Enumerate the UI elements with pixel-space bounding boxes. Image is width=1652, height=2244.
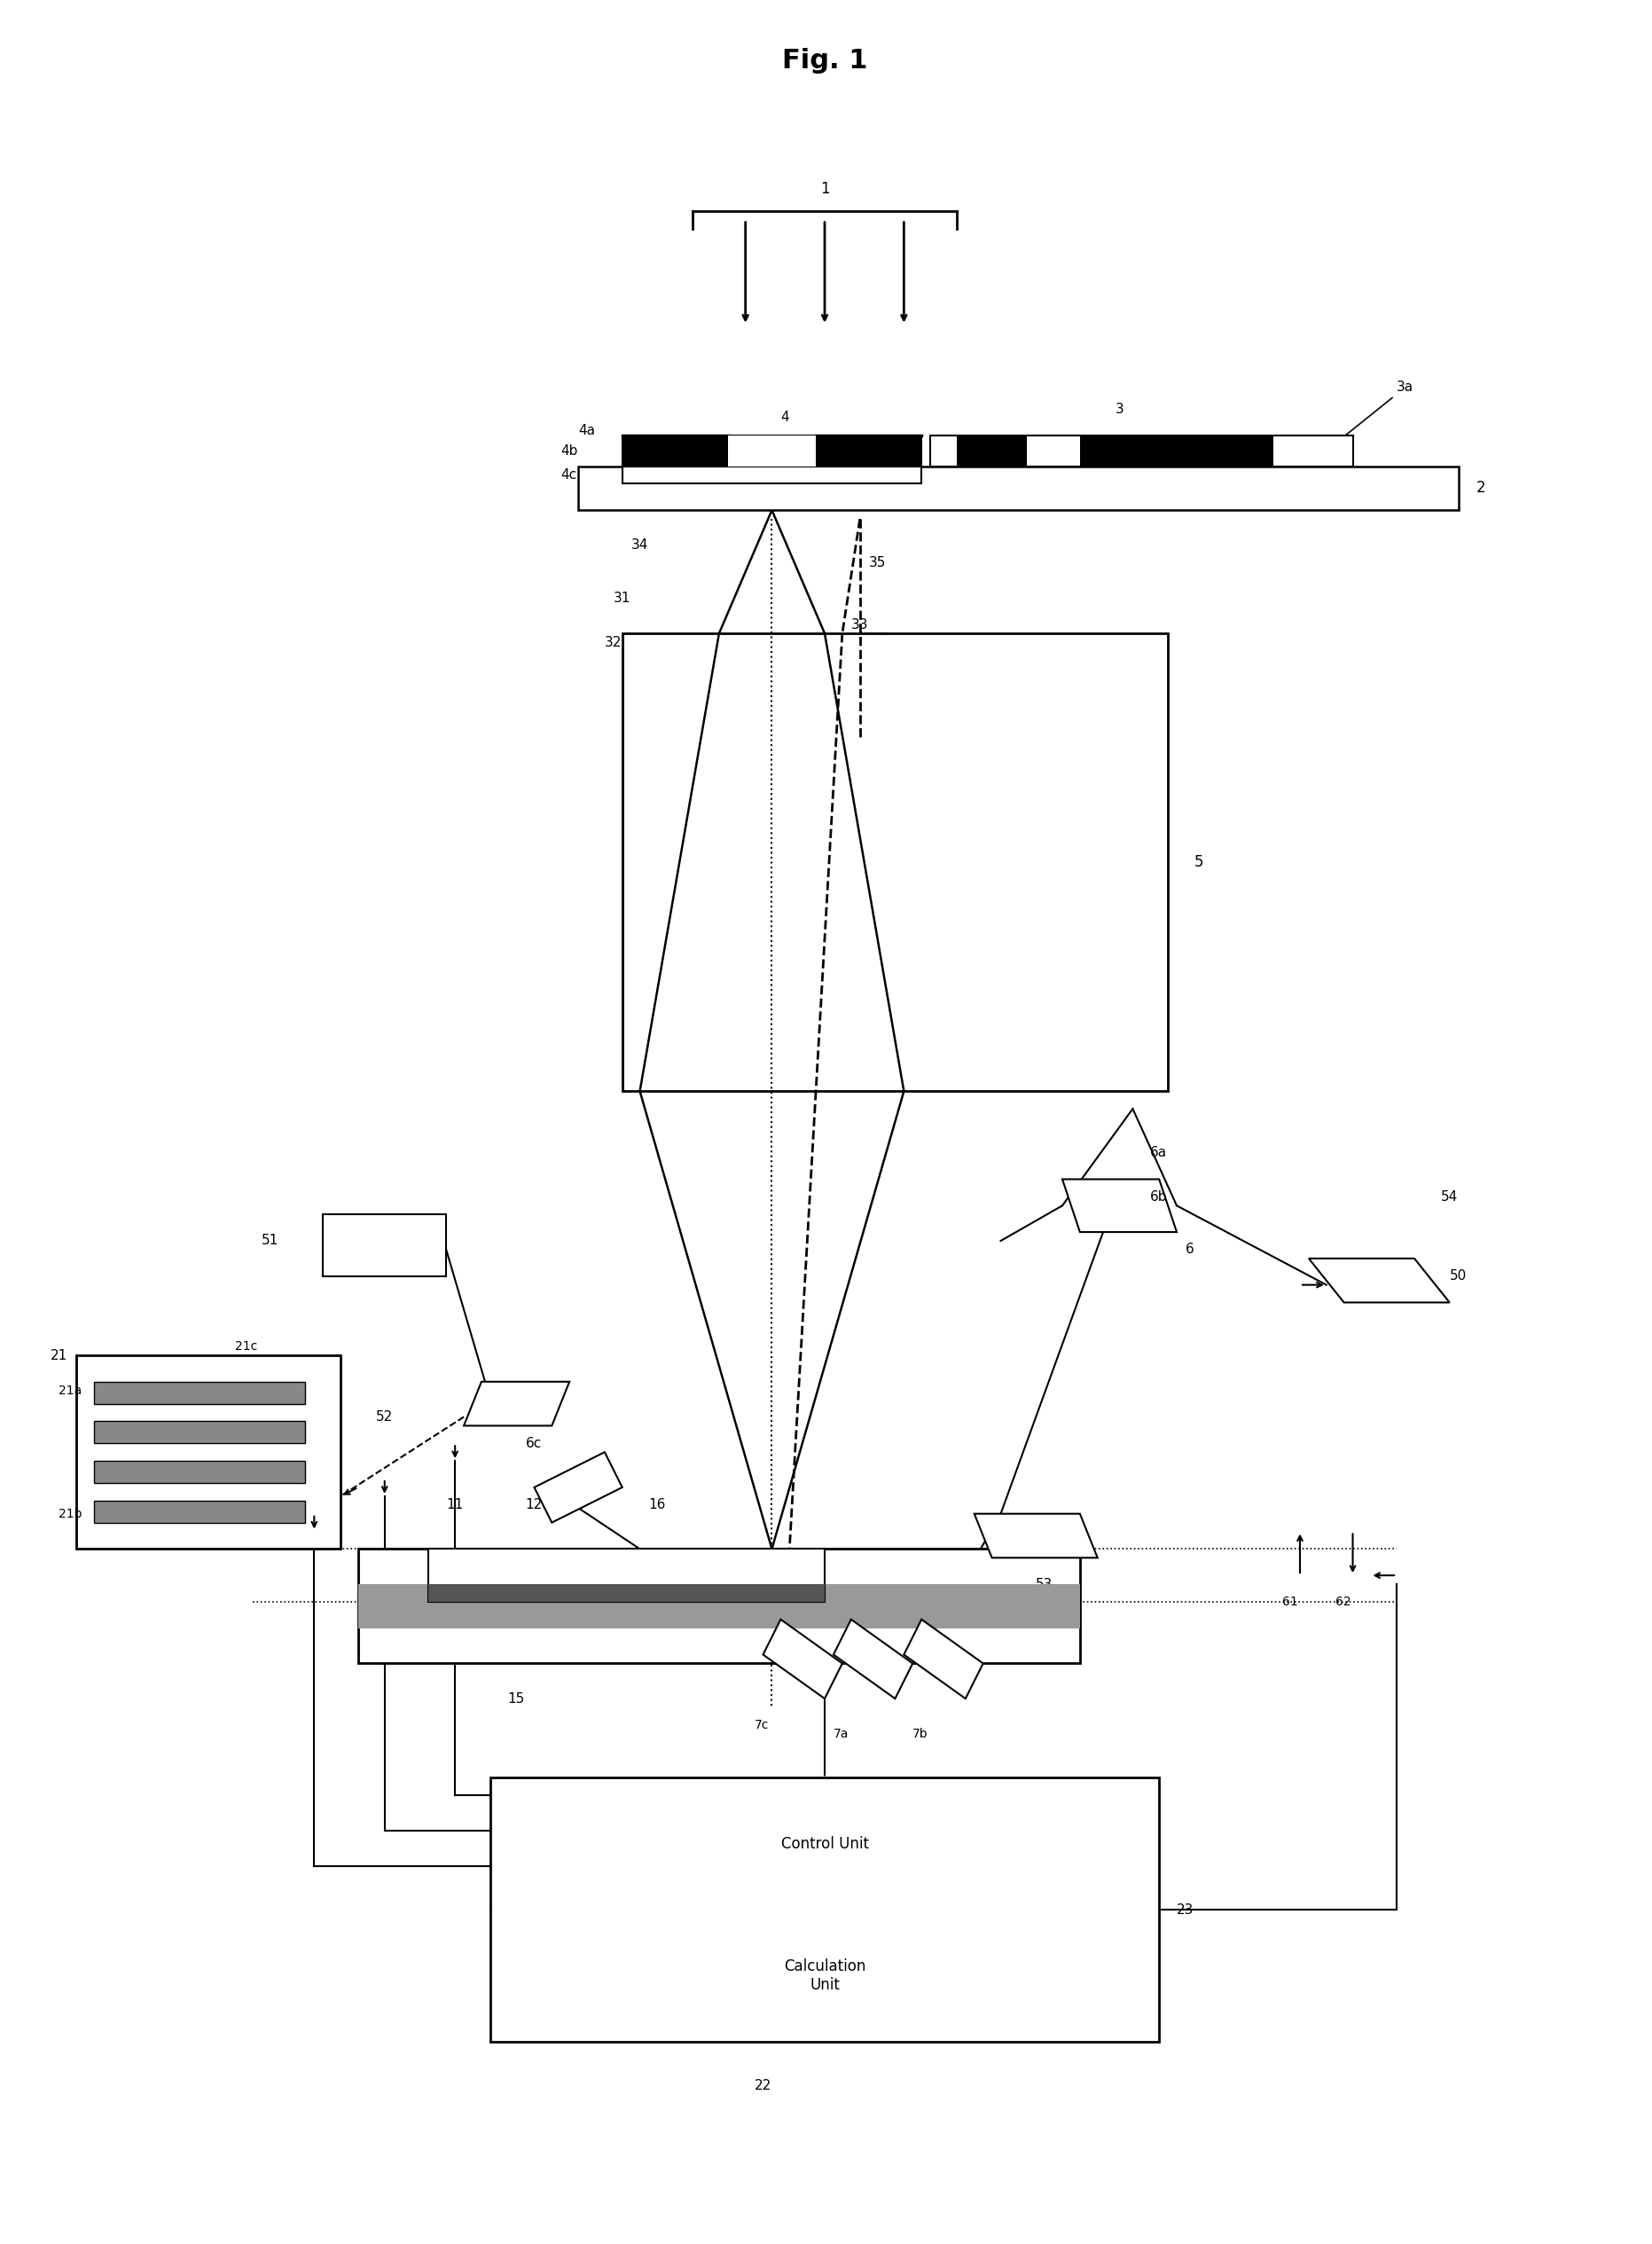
Text: 7c: 7c	[755, 1719, 768, 1730]
Text: 51: 51	[261, 1234, 279, 1248]
Polygon shape	[763, 1620, 843, 1699]
Polygon shape	[324, 1214, 446, 1277]
Text: 61: 61	[1282, 1595, 1298, 1609]
Bar	[358, 1584, 1080, 1629]
Text: 15: 15	[507, 1692, 525, 1705]
Polygon shape	[834, 1620, 912, 1699]
Bar	[491, 1777, 1160, 2042]
Text: 35: 35	[869, 557, 885, 570]
Text: Control Unit: Control Unit	[781, 1836, 869, 1851]
Polygon shape	[464, 1382, 570, 1425]
Text: 32: 32	[605, 635, 621, 649]
Text: 5: 5	[1194, 855, 1204, 871]
Text: 53: 53	[1036, 1578, 1052, 1591]
Bar	[358, 1548, 1080, 1663]
Text: 4a: 4a	[578, 424, 595, 438]
Text: 23: 23	[1176, 1903, 1194, 1916]
Bar	[94, 1501, 306, 1524]
Polygon shape	[904, 1620, 983, 1699]
Text: 7b: 7b	[912, 1728, 928, 1739]
Text: 4: 4	[781, 411, 790, 424]
Polygon shape	[1308, 1259, 1449, 1302]
Bar	[930, 435, 1353, 467]
Text: 11: 11	[446, 1499, 463, 1512]
Text: 3a: 3a	[1330, 381, 1414, 449]
Text: 34: 34	[631, 539, 648, 552]
Bar	[1080, 435, 1274, 467]
Polygon shape	[1062, 1180, 1176, 1232]
Bar	[623, 633, 1168, 1091]
Text: 3: 3	[1115, 402, 1123, 415]
Bar	[578, 467, 1459, 509]
Polygon shape	[534, 1452, 623, 1524]
Text: 62: 62	[1335, 1595, 1351, 1609]
Text: 52: 52	[375, 1409, 393, 1423]
Text: 2: 2	[1475, 480, 1485, 496]
Text: 1: 1	[819, 182, 829, 197]
Text: 6c: 6c	[525, 1436, 542, 1450]
Text: 33: 33	[851, 617, 869, 631]
Text: 6b: 6b	[1150, 1189, 1168, 1203]
Text: 16: 16	[649, 1499, 666, 1512]
Bar	[428, 1548, 824, 1602]
Text: 7a: 7a	[834, 1728, 849, 1739]
Text: 6: 6	[1186, 1243, 1194, 1257]
Text: 54: 54	[1441, 1189, 1457, 1203]
Bar	[729, 435, 816, 467]
Bar	[94, 1420, 306, 1443]
Text: 6a: 6a	[1150, 1147, 1168, 1160]
Bar	[94, 1461, 306, 1483]
Bar	[76, 1355, 340, 1548]
Bar	[623, 467, 922, 485]
Text: 50: 50	[1449, 1270, 1467, 1284]
Text: 21: 21	[50, 1349, 68, 1362]
Text: 4b: 4b	[560, 444, 578, 458]
Bar	[428, 1584, 824, 1602]
Text: 31: 31	[613, 592, 631, 606]
Text: Fig. 1: Fig. 1	[781, 49, 867, 74]
Text: 21c: 21c	[235, 1340, 258, 1353]
Text: 21b: 21b	[59, 1508, 83, 1519]
Bar	[957, 435, 1028, 467]
Text: 22: 22	[755, 2080, 771, 2094]
Text: 12: 12	[525, 1499, 542, 1512]
Text: Calculation
Unit: Calculation Unit	[783, 1959, 866, 1993]
Bar	[94, 1382, 306, 1405]
Text: 21a: 21a	[59, 1385, 83, 1396]
Polygon shape	[975, 1515, 1097, 1557]
Bar	[623, 435, 922, 467]
Text: 4c: 4c	[560, 469, 577, 482]
